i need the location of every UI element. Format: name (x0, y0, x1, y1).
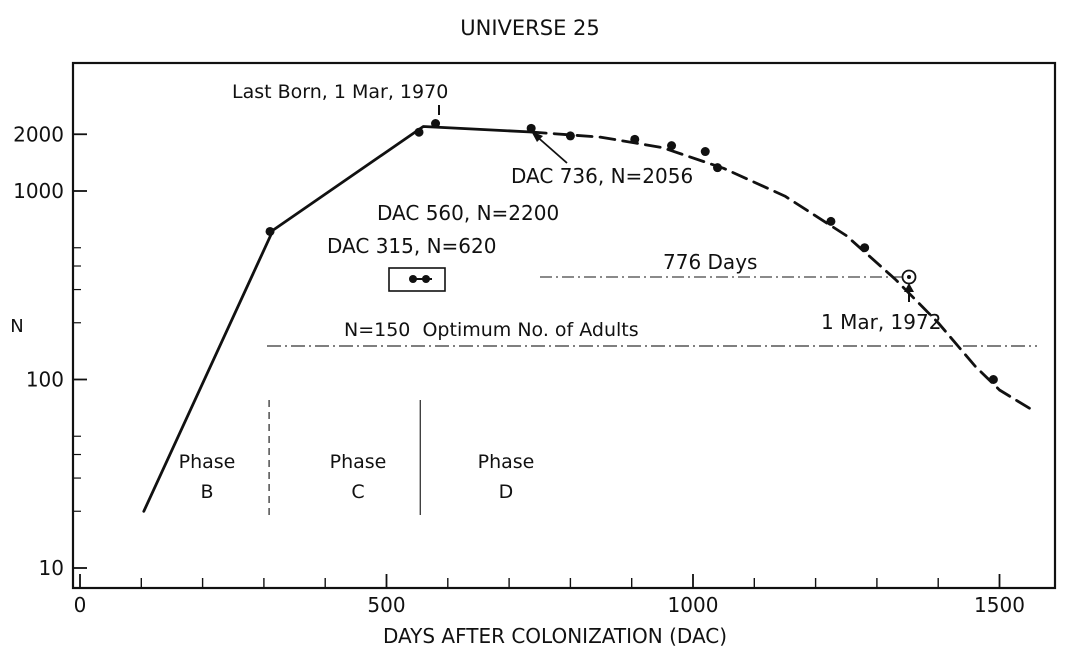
axes-layer: 0 500 1000 1500 10 100 1000 2000 (13, 122, 1025, 617)
phase-dividers (268, 400, 421, 515)
y-tick-label: 10 (39, 556, 64, 580)
observed-point (630, 134, 640, 144)
phase-c-letter: C (351, 481, 364, 503)
x-tick-label: 0 (74, 593, 87, 617)
y-tick-label: 100 (26, 368, 64, 392)
annotation-dac-315: DAC 315, N=620 (327, 234, 496, 258)
optimum-label: N=150 Optimum No. of Adults (344, 319, 639, 341)
observed-points (265, 119, 998, 384)
phase-c-label: Phase (330, 451, 387, 473)
y-tick-label: 2000 (13, 122, 64, 146)
dac-marker-group (388, 267, 446, 292)
observed-point (860, 243, 870, 253)
observed-point (700, 147, 710, 157)
mar-1972-marker-dot (907, 275, 911, 279)
annotation-dac-736: DAC 736, N=2056 (511, 164, 693, 188)
dac-736-arrowhead (531, 131, 543, 142)
annotation-776-days: 776 Days (663, 250, 757, 274)
chart-title: UNIVERSE 25 (460, 16, 600, 40)
x-axis-label: DAYS AFTER COLONIZATION (DAC) (383, 624, 727, 648)
series-layer (142, 125, 1032, 513)
observed-point (826, 216, 836, 226)
observed-point (565, 131, 575, 141)
observed-point (667, 141, 677, 151)
observed-point (265, 226, 275, 236)
phase-b-letter: B (200, 481, 213, 503)
phase-b-label: Phase (179, 451, 236, 473)
observed-point (414, 127, 424, 137)
x-tick-label: 1000 (668, 593, 719, 617)
observed-point (526, 123, 536, 133)
phase-d-label: Phase (478, 451, 535, 473)
annotation-mar-1972: 1 Mar, 1972 (821, 310, 941, 334)
annotation-last-born: Last Born, 1 Mar, 1970 (232, 81, 448, 103)
x-tick-label: 500 (367, 593, 405, 617)
x-tick-label: 1500 (974, 593, 1025, 617)
y-axis-label: N (10, 316, 23, 337)
decline-series-line (529, 130, 1032, 411)
phase-d-letter: D (499, 481, 514, 503)
y-tick-label: 1000 (13, 179, 64, 203)
dac-marker-box (388, 267, 446, 292)
growth-series-line (142, 125, 533, 513)
plot-frame (71, 61, 1057, 590)
observed-point (431, 119, 441, 129)
reference-lines (267, 276, 1037, 347)
observed-point (988, 375, 998, 384)
mar-1972-arrowhead (904, 283, 914, 292)
annotation-dac-560: DAC 560, N=2200 (377, 201, 559, 225)
observed-point (713, 163, 723, 173)
